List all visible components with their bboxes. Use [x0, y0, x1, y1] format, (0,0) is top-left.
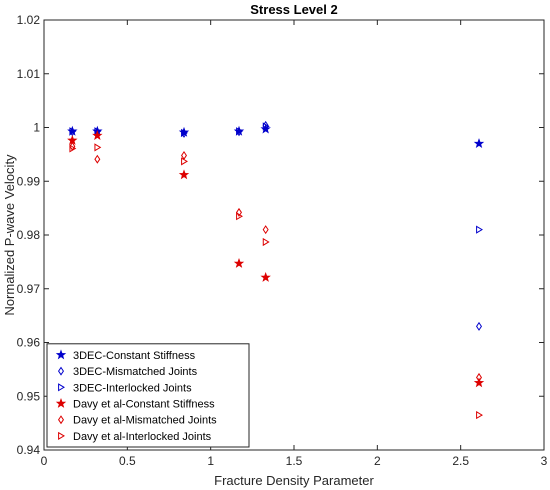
data-point-diamond	[475, 372, 483, 382]
x-tick-label: 0	[41, 454, 48, 468]
legend-entry: 3DEC-Interlocked Joints	[73, 382, 192, 394]
data-point-star	[92, 130, 103, 140]
x-tick-label: 2	[374, 454, 381, 468]
data-point-triangle-right	[94, 143, 102, 152]
data-point-triangle-right	[236, 127, 243, 136]
data-point-triangle-right	[262, 122, 270, 131]
x-axis-label: Fracture Density Parameter	[214, 473, 374, 488]
legend-marker-star	[55, 398, 67, 408]
legend-marker-diamond	[57, 366, 65, 376]
y-tick-label: 1.02	[17, 13, 41, 27]
legend-marker-diamond	[57, 415, 65, 425]
data-point-diamond	[475, 321, 483, 331]
legend-box	[46, 343, 250, 448]
legend-entry: Davy et al-Constant Stiffness	[73, 399, 215, 411]
y-tick-label: 0.98	[17, 228, 41, 242]
x-tick-label: 2.5	[452, 454, 469, 468]
legend-marker-triangle-right	[58, 431, 65, 440]
data-point-triangle-right	[476, 225, 483, 234]
data-point-triangle-right	[181, 157, 188, 166]
data-point-triangle-right	[69, 144, 77, 153]
data-point-star	[178, 169, 190, 180]
legend-entry: 3DEC-Mismatched Joints	[73, 366, 198, 378]
data-point-triangle-right	[476, 410, 483, 420]
data-point-star	[473, 377, 485, 388]
legend-marker-triangle-right	[58, 383, 65, 392]
y-tick-label: 1	[33, 121, 40, 135]
chart-title: Stress Level 2	[250, 2, 337, 17]
x-axis: 0 0.5 1 1.5 2 2.5 3	[41, 20, 548, 468]
y-tick-label: 0.95	[17, 389, 41, 403]
data-point-triangle-right	[262, 237, 270, 247]
x-tick-label: 1.5	[286, 454, 303, 468]
y-axis-label: Normalized P-wave Velocity	[2, 154, 17, 316]
y-tick-label: 1.01	[17, 67, 41, 81]
data-point-diamond	[94, 154, 101, 164]
data-point-diamond	[262, 225, 269, 235]
legend-entry: 3DEC-Constant Stiffness	[73, 350, 196, 362]
data-point-triangle-right	[236, 212, 243, 221]
legend-entry: Davy et al-Mismatched Joints	[73, 415, 217, 427]
data-point-triangle-right	[181, 128, 188, 137]
data-point-star	[473, 138, 485, 149]
data-point-diamond	[235, 207, 243, 217]
legend: 3DEC-Constant Stiffness 3DEC-Mismatched J…	[46, 343, 250, 448]
y-tick-label: 0.96	[17, 336, 41, 350]
x-tick-label: 0.5	[119, 454, 136, 468]
y-axis: 0.94 0.95 0.96 0.97 0.98 0.99 1 1.01 1.02	[17, 13, 544, 457]
data-points	[67, 120, 485, 420]
x-tick-label: 1	[207, 454, 214, 468]
y-tick-label: 0.99	[17, 174, 41, 188]
y-tick-label: 0.94	[17, 443, 41, 457]
data-point-star	[233, 258, 245, 268]
y-tick-label: 0.97	[17, 282, 41, 296]
legend-entry: Davy et al-Interlocked Joints	[73, 431, 212, 443]
legend-marker-star	[55, 349, 67, 360]
data-point-star	[260, 271, 271, 282]
x-tick-label: 3	[541, 454, 548, 468]
data-point-triangle-right	[69, 127, 77, 136]
